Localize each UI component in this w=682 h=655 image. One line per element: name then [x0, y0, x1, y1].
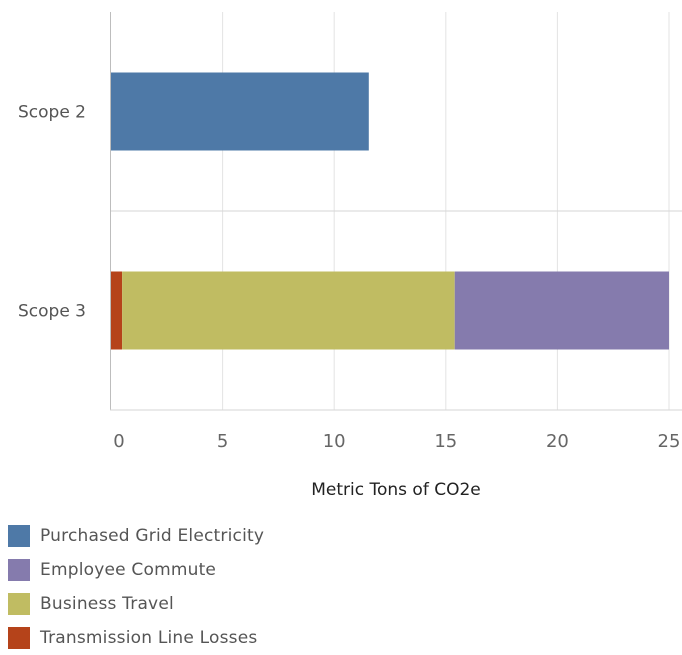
bar-chart: Scope 2 Scope 3 0 5 10 15 20 25 [18, 12, 682, 452]
legend-label: Purchased Grid Electricity [40, 526, 265, 546]
legend: Purchased Grid Electricity Employee Comm… [8, 519, 264, 655]
legend-label: Business Travel [40, 594, 174, 614]
bar-segment [111, 72, 369, 151]
legend-label: Employee Commute [40, 560, 217, 580]
x-tick-label: 20 [546, 431, 569, 452]
legend-label: Transmission Line Losses [40, 628, 258, 648]
legend-item[interactable]: Purchased Grid Electricity [8, 519, 264, 553]
bar-segment [122, 271, 455, 350]
x-tick-label: 15 [434, 431, 457, 452]
x-tick-label: 25 [658, 431, 681, 452]
legend-swatch [8, 593, 30, 615]
legend-swatch [8, 525, 30, 547]
legend-item[interactable]: Employee Commute [8, 553, 264, 587]
legend-item[interactable]: Transmission Line Losses [8, 621, 264, 655]
bar-segment [454, 271, 669, 350]
legend-item[interactable]: Business Travel [8, 587, 264, 621]
category-label: Scope 2 [18, 103, 86, 123]
x-axis-title: Metric Tons of CO2e [311, 480, 481, 500]
category-label: Scope 3 [18, 302, 86, 322]
x-tick-label: 10 [323, 431, 346, 452]
bar-segment [111, 271, 123, 350]
x-tick-label: 0 [113, 431, 124, 452]
legend-swatch [8, 559, 30, 581]
x-tick-label: 5 [217, 431, 228, 452]
legend-swatch [8, 627, 30, 649]
